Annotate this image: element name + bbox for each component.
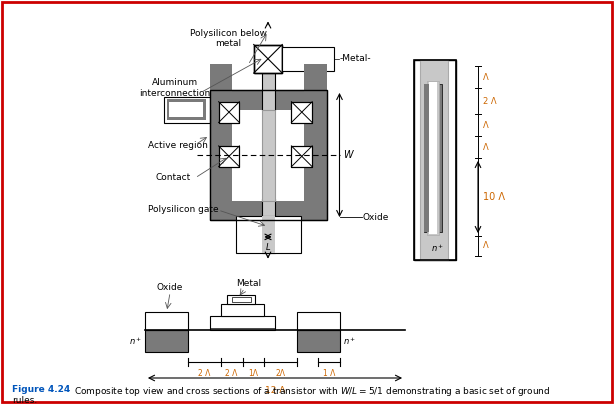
- Bar: [262, 216, 274, 252]
- Bar: [231, 109, 305, 200]
- Bar: [210, 316, 275, 330]
- Bar: [219, 102, 239, 122]
- Bar: [292, 102, 312, 122]
- Bar: [420, 60, 448, 260]
- Text: Λ: Λ: [483, 242, 489, 250]
- Bar: [414, 60, 456, 260]
- Text: W: W: [343, 150, 353, 160]
- Bar: [219, 146, 239, 167]
- Text: Polysilicon below
metal: Polysilicon below metal: [190, 29, 266, 48]
- Bar: [429, 82, 437, 234]
- Bar: [305, 155, 327, 200]
- Text: 1 Λ: 1 Λ: [323, 369, 335, 378]
- Bar: [424, 84, 442, 232]
- Text: Composite top view and cross sections of a transistor with $W/L = 5/1$ demonstra: Composite top view and cross sections of…: [74, 385, 550, 398]
- Bar: [282, 47, 334, 71]
- Bar: [219, 146, 239, 167]
- Text: -Metal-: -Metal-: [340, 54, 371, 63]
- Bar: [209, 64, 231, 109]
- Text: Oxide: Oxide: [157, 283, 184, 292]
- Text: $n^+$: $n^+$: [129, 335, 142, 347]
- Text: 2 Λ: 2 Λ: [225, 369, 238, 378]
- Bar: [414, 60, 456, 260]
- Bar: [262, 109, 274, 200]
- Bar: [236, 216, 300, 252]
- Bar: [297, 330, 340, 352]
- Bar: [297, 312, 340, 330]
- Text: 12 Λ: 12 Λ: [265, 386, 285, 395]
- Text: L: L: [266, 243, 270, 252]
- Bar: [219, 102, 239, 122]
- Text: 2 Λ: 2 Λ: [483, 97, 497, 105]
- Bar: [169, 102, 203, 117]
- Text: Aluminum
interconnection: Aluminum interconnection: [139, 78, 211, 98]
- Text: Figure 4.24: Figure 4.24: [12, 385, 70, 394]
- Text: 2 Λ: 2 Λ: [198, 369, 211, 378]
- Text: 10 Λ: 10 Λ: [483, 192, 505, 202]
- Bar: [427, 81, 439, 235]
- Bar: [227, 295, 255, 304]
- Bar: [262, 217, 274, 246]
- Bar: [254, 44, 282, 73]
- Bar: [233, 111, 303, 199]
- Bar: [292, 146, 312, 167]
- Bar: [254, 44, 282, 73]
- Bar: [145, 312, 188, 330]
- Text: Metal: Metal: [236, 279, 262, 288]
- Text: rules.: rules.: [12, 396, 37, 404]
- Bar: [424, 84, 429, 232]
- Bar: [145, 330, 188, 352]
- Bar: [209, 155, 231, 200]
- Bar: [231, 297, 251, 302]
- Bar: [166, 99, 206, 120]
- Bar: [305, 64, 327, 109]
- Bar: [221, 304, 264, 316]
- Text: Λ: Λ: [483, 72, 489, 82]
- Text: Λ: Λ: [483, 143, 489, 152]
- Bar: [209, 90, 327, 220]
- Text: $n^+$: $n^+$: [432, 242, 445, 254]
- Text: Contact: Contact: [155, 173, 190, 183]
- Bar: [164, 97, 209, 122]
- Bar: [147, 314, 186, 328]
- Text: Active region: Active region: [148, 141, 208, 149]
- Text: 2Λ: 2Λ: [276, 369, 286, 378]
- Text: $n^+$: $n^+$: [343, 335, 356, 347]
- Bar: [262, 57, 274, 252]
- Bar: [292, 146, 312, 167]
- Bar: [292, 102, 312, 122]
- Text: 1Λ: 1Λ: [248, 369, 258, 378]
- Text: Polysilicon gate: Polysilicon gate: [148, 206, 219, 215]
- Bar: [209, 90, 327, 220]
- Text: Λ: Λ: [483, 120, 489, 130]
- Text: Oxide: Oxide: [362, 213, 389, 222]
- Bar: [262, 109, 274, 200]
